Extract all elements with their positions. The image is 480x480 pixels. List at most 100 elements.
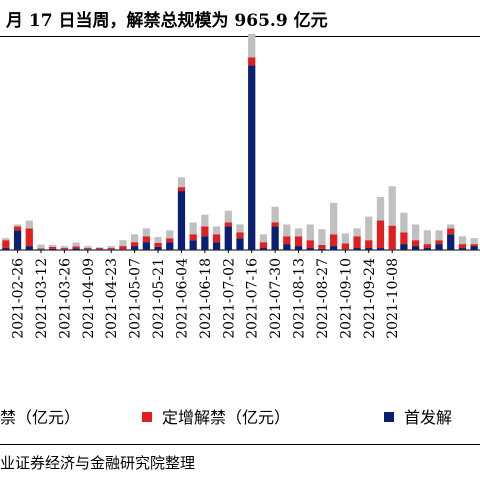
bar-other-10 (119, 240, 127, 247)
bar-ipo-35 (411, 246, 420, 250)
chart-legend: 禁（亿元） 定增解禁（亿元） 首发解 (0, 400, 480, 430)
bar-ipo-31 (365, 248, 373, 250)
bar-ipo-2 (25, 246, 33, 250)
bar-ipo-33 (388, 249, 396, 250)
bar-other-39 (458, 236, 467, 245)
bar-placement-25 (294, 236, 303, 247)
bar-other-27 (318, 229, 326, 245)
bar-other-5 (60, 246, 69, 249)
bar-placement-23 (271, 222, 279, 227)
bar-placement-40 (470, 244, 478, 247)
bar-other-40 (470, 238, 478, 245)
bar-other-9 (107, 246, 115, 249)
bar-placement-28 (330, 234, 338, 247)
bar-placement-39 (458, 244, 467, 249)
x-tick-label: 2021-03-12 (34, 258, 50, 339)
legend-item-placement: 定增解禁（亿元） (142, 404, 290, 428)
bar-ipo-28 (330, 246, 338, 250)
bar-placement-16 (189, 234, 197, 241)
bar-placement-36 (423, 244, 431, 249)
bar-other-3 (37, 244, 45, 249)
bar-other-1 (13, 224, 22, 227)
bar-ipo-10 (119, 249, 127, 250)
legend-item-other: 禁（亿元） (0, 404, 80, 428)
bar-placement-12 (142, 236, 150, 243)
bar-placement-34 (400, 232, 408, 245)
bar-placement-11 (131, 242, 139, 247)
bar-other-7 (84, 246, 92, 249)
bar-ipo-22 (259, 248, 268, 250)
bar-other-16 (189, 222, 197, 235)
bar-ipo-24 (283, 244, 291, 250)
bar-placement-0 (2, 240, 10, 249)
bar-other-19 (224, 210, 232, 223)
x-tick-label: 2021-08-13 (292, 258, 308, 339)
bar-other-4 (49, 244, 57, 247)
x-tick-label: 2021-04-09 (81, 258, 97, 339)
bar-ipo-32 (376, 248, 385, 250)
source-divider (0, 444, 480, 445)
bar-other-0 (2, 238, 10, 241)
bar-ipo-25 (294, 246, 303, 250)
bar-ipo-6 (72, 248, 80, 250)
bar-placement-10 (119, 246, 127, 250)
bar-other-11 (131, 234, 139, 243)
x-tick-label: 2021-03-26 (57, 258, 73, 339)
bar-other-14 (166, 230, 174, 239)
x-tick-label: 2021-02-26 (11, 258, 27, 339)
bar-other-17 (201, 214, 209, 227)
x-tick-label: 2021-07-02 (221, 258, 237, 339)
bar-ipo-27 (318, 248, 326, 250)
bar-ipo-34 (400, 244, 408, 250)
bar-placement-3 (37, 248, 45, 250)
source-note: 业证券经济与金融研究院整理 (0, 454, 196, 472)
bar-other-12 (142, 228, 150, 237)
bars-group (2, 33, 478, 250)
bar-ipo-11 (131, 246, 139, 250)
bar-ipo-40 (470, 246, 478, 250)
bar-placement-38 (447, 228, 455, 235)
bar-placement-21 (248, 57, 256, 66)
legend-label-other: 禁（亿元） (0, 408, 81, 427)
x-tick-label: 2021-10-08 (385, 258, 401, 339)
bar-ipo-37 (435, 244, 443, 250)
x-tick-label: 2021-09-10 (338, 258, 354, 339)
bar-other-20 (236, 224, 244, 233)
bar-placement-5 (60, 248, 69, 250)
bar-other-23 (271, 206, 279, 223)
legend-label-ipo: 首发解 (404, 408, 453, 427)
bar-placement-14 (166, 238, 174, 243)
bar-placement-13 (154, 242, 162, 247)
bar-other-33 (388, 186, 396, 226)
x-tick-label: 2021-06-04 (174, 258, 190, 339)
bar-placement-15 (177, 187, 186, 192)
bar-other-35 (411, 224, 420, 241)
bar-other-22 (259, 234, 268, 243)
bar-placement-37 (435, 240, 443, 245)
bar-other-18 (212, 226, 221, 235)
bar-ipo-7 (84, 249, 92, 250)
bar-other-26 (306, 224, 314, 241)
x-tick-labels: 2021-02-26 2021-03-12 2021-03-26 2021-04-09… (11, 250, 401, 339)
x-tick-label: 2021-09-24 (362, 258, 378, 339)
bar-other-24 (283, 224, 291, 237)
bar-ipo-19 (224, 226, 232, 250)
bar-placement-9 (107, 248, 115, 250)
bar-placement-26 (306, 240, 314, 249)
bar-placement-7 (84, 248, 92, 250)
bar-ipo-5 (60, 249, 69, 250)
bar-placement-4 (49, 246, 57, 249)
bar-placement-20 (236, 232, 244, 239)
bar-ipo-15 (177, 191, 186, 250)
legend-swatch-placement (142, 412, 152, 422)
bar-ipo-23 (271, 226, 279, 250)
chart-title: 月 17 日当周，解禁总规模为 965.9 亿元 (6, 11, 328, 31)
bar-other-2 (25, 220, 33, 229)
bar-ipo-30 (353, 248, 361, 250)
bar-other-21 (248, 33, 256, 58)
bar-ipo-16 (189, 240, 197, 250)
bar-ipo-38 (447, 234, 455, 250)
bar-other-38 (447, 224, 455, 229)
bar-placement-19 (224, 222, 232, 227)
bar-ipo-26 (306, 248, 314, 250)
